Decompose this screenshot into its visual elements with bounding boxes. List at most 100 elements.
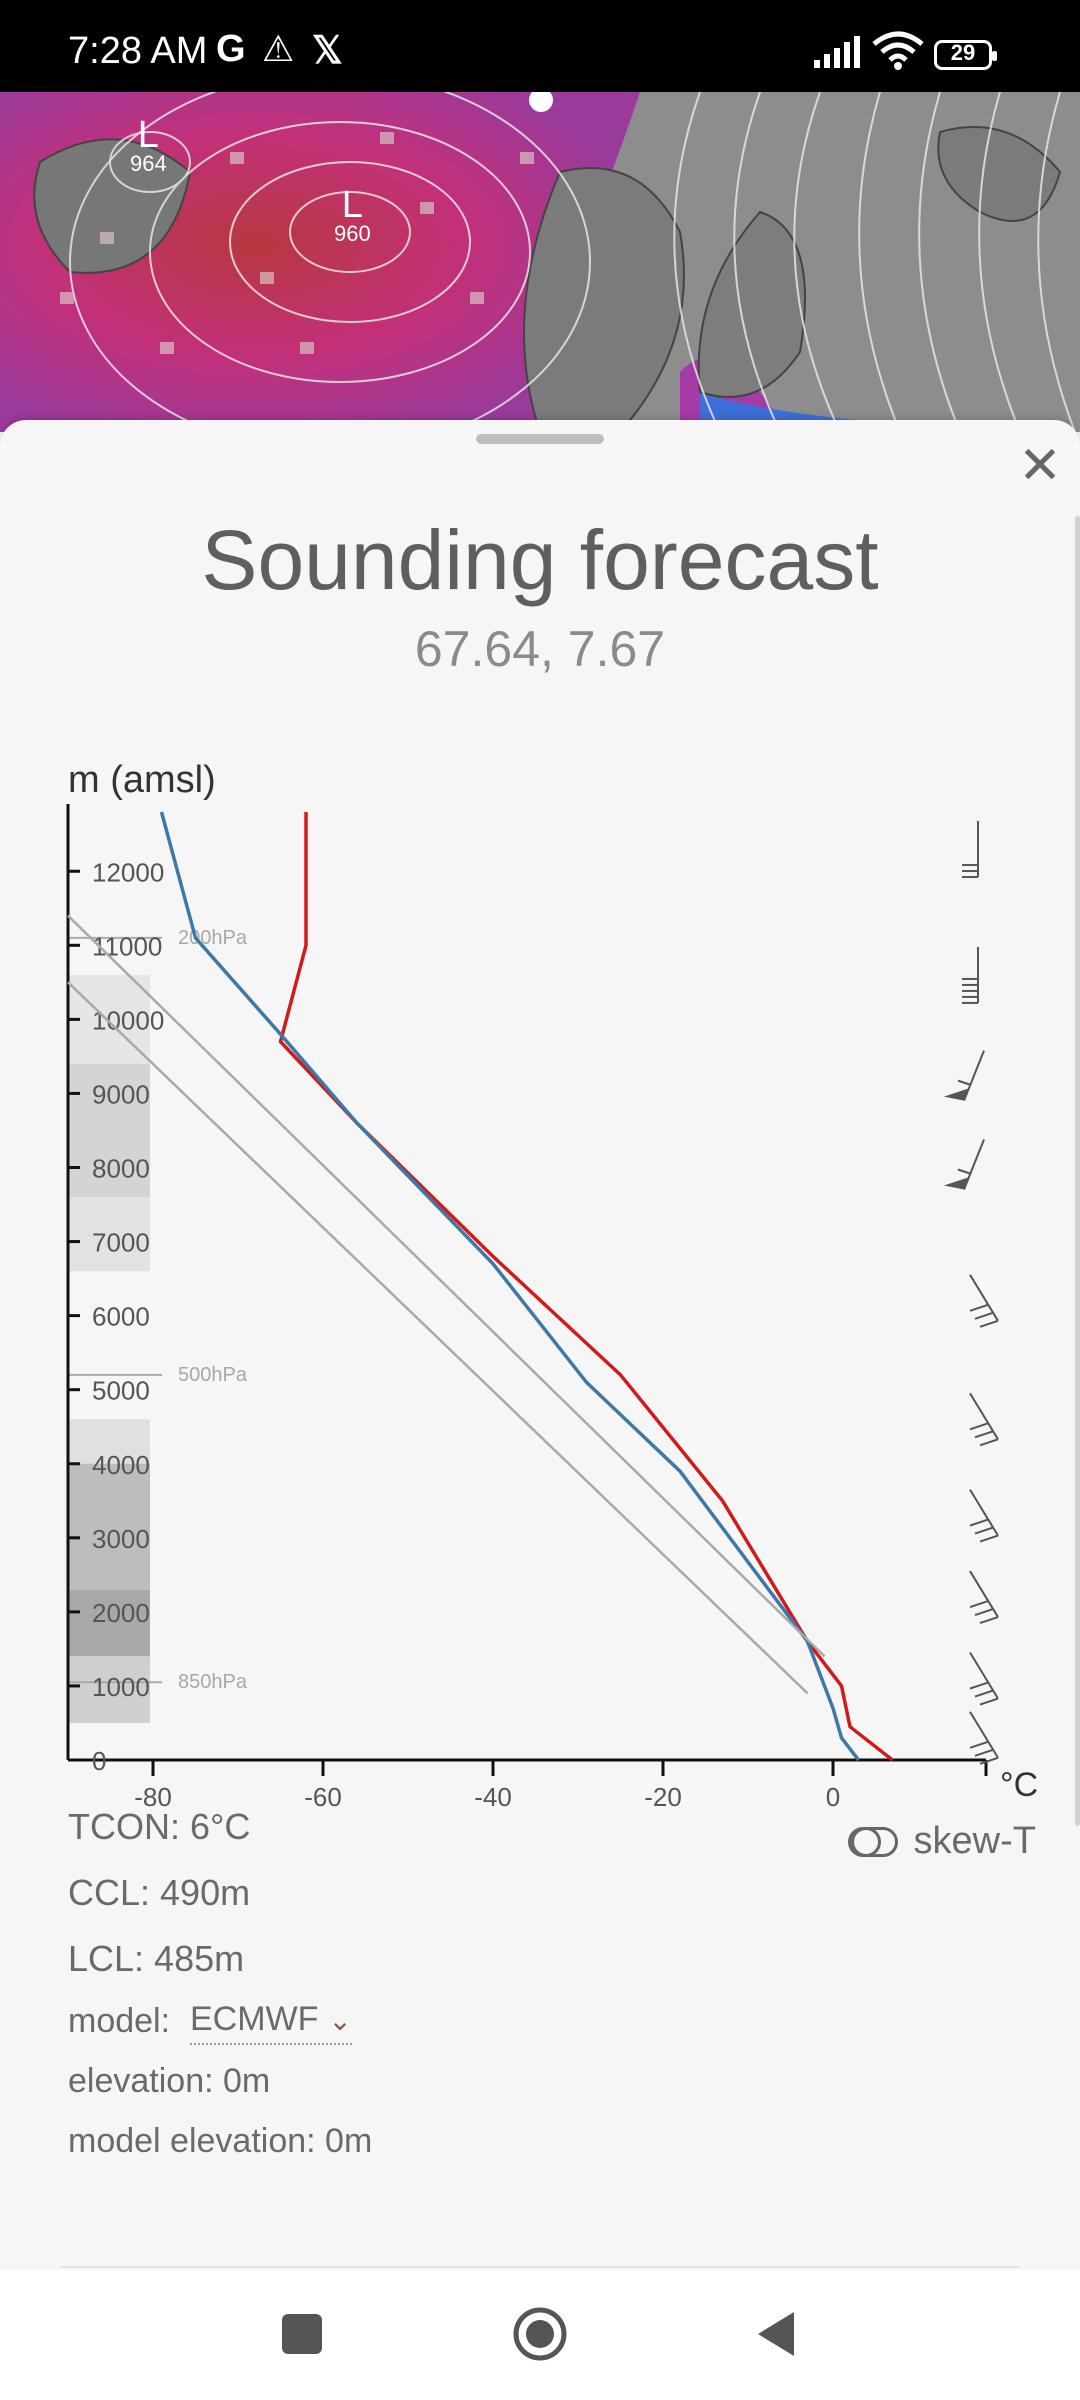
tcon-value: TCON: 6°C bbox=[68, 1806, 251, 1847]
wind-barb-staff bbox=[969, 1652, 999, 1700]
clock: 7:28 AM bbox=[68, 30, 208, 72]
scrollbar[interactable] bbox=[1075, 516, 1080, 1826]
pressure-level-label: 850hPa bbox=[178, 1671, 248, 1693]
battery-level: 29 bbox=[950, 40, 976, 65]
low-letter: L bbox=[137, 114, 159, 156]
wind-barb-staff bbox=[969, 1570, 999, 1618]
model-label: model: bbox=[68, 2002, 171, 2040]
x-icon: 𝕏 bbox=[312, 30, 343, 72]
chevron-down-icon: ⌄ bbox=[328, 2005, 352, 2036]
wind-barb-staff bbox=[969, 1489, 999, 1537]
y-tick-label: 11000 bbox=[92, 931, 162, 961]
sounding-sheet: ✕ Sounding forecast 67.64, 7.67 850hPa 50… bbox=[0, 420, 1080, 2270]
low-pressure-value: 960 bbox=[334, 221, 371, 246]
status-bar: 7:28 AM G ⚠ 𝕏 29 bbox=[0, 0, 1080, 92]
wind-barb-feather bbox=[974, 1689, 994, 1698]
y-tick-label: 7000 bbox=[92, 1228, 150, 1258]
page-title: Sounding forecast bbox=[201, 513, 879, 607]
wind-barb-staff bbox=[963, 1050, 985, 1101]
drag-handle[interactable] bbox=[476, 434, 604, 444]
wind-barb-feather bbox=[979, 1697, 999, 1706]
x-tick-label: 0 bbox=[826, 1782, 840, 1812]
y-tick-label: 4000 bbox=[92, 1450, 150, 1480]
weather-map[interactable]: L 964 L 960 bbox=[0, 92, 1080, 432]
cloud-layer-band bbox=[68, 1063, 150, 1198]
wind-barb-icon bbox=[969, 1489, 999, 1543]
wind-barb-feather bbox=[974, 1526, 994, 1535]
wind-barb-icon bbox=[944, 1050, 985, 1101]
wind-barb-feather bbox=[969, 1600, 989, 1609]
wind-barb-feather bbox=[974, 1608, 994, 1617]
wind-barb-feather bbox=[969, 1518, 989, 1527]
cloud-layer-band bbox=[68, 1463, 150, 1590]
cloud-layer-band bbox=[68, 1419, 150, 1464]
sounding-series-line bbox=[278, 812, 894, 1762]
wind-barb-pennant bbox=[944, 1088, 968, 1101]
skew-t-toggle[interactable]: skew-T bbox=[847, 1820, 1036, 1863]
x-tick-label: -80 bbox=[134, 1782, 172, 1812]
wind-barb-icon bbox=[962, 821, 979, 879]
battery-icon: 29 bbox=[934, 40, 997, 70]
close-icon[interactable]: ✕ bbox=[1018, 437, 1062, 495]
x-tick-label: -40 bbox=[474, 1782, 512, 1812]
pressure-level-label: 500hPa bbox=[178, 1364, 248, 1386]
y-tick-label: 3000 bbox=[92, 1524, 150, 1554]
wind-barb-feather bbox=[979, 1534, 999, 1543]
wind-barb-feather bbox=[969, 1740, 989, 1749]
y-tick-label: 8000 bbox=[92, 1154, 150, 1184]
wind-barb-feather bbox=[969, 1303, 989, 1312]
wind-barb-icon bbox=[969, 1711, 999, 1765]
elevation-value: elevation: 0m bbox=[68, 2062, 271, 2100]
model-dropdown[interactable]: ECMWF ⌄ bbox=[190, 2000, 352, 2045]
y-tick-label: 10000 bbox=[92, 1005, 164, 1035]
toggle-switch-icon[interactable] bbox=[847, 1826, 898, 1857]
low-pressure-value: 964 bbox=[130, 151, 167, 176]
cloud-layer-band bbox=[68, 1589, 150, 1657]
wind-barb-feather bbox=[957, 1079, 971, 1086]
wind-barb-staff bbox=[963, 1139, 985, 1190]
y-tick-label: 1000 bbox=[92, 1672, 150, 1702]
wind-barb-staff bbox=[969, 1711, 999, 1759]
wind-barb-icon bbox=[944, 1139, 985, 1190]
wind-barb-feather bbox=[979, 1756, 999, 1765]
wind-barb-feather bbox=[969, 1681, 989, 1690]
wind-barb-feather bbox=[974, 1430, 994, 1439]
wind-barb-feather bbox=[974, 1748, 994, 1757]
y-axis-label: m (amsl) bbox=[68, 759, 216, 801]
wind-barb-feather bbox=[979, 1438, 999, 1447]
wind-barb-icon bbox=[969, 1274, 999, 1328]
wind-barb-feather bbox=[979, 1319, 999, 1328]
low-letter: L bbox=[341, 184, 363, 226]
home-circle-icon[interactable] bbox=[512, 2306, 568, 2362]
wind-barb-icon bbox=[969, 1570, 999, 1625]
pressure-low-2: L 960 bbox=[334, 184, 371, 247]
wind-barb-staff bbox=[969, 1392, 999, 1440]
wind-barb-feather bbox=[979, 1616, 999, 1625]
model-selected-value: ECMWF bbox=[190, 2000, 319, 2038]
wind-barb-feather bbox=[957, 1168, 971, 1175]
ccl-value: CCL: 490m bbox=[68, 1872, 251, 1913]
wind-barb-feather bbox=[974, 1311, 994, 1320]
lcl-value: LCL: 485m bbox=[68, 1938, 245, 1979]
sounding-series-line bbox=[67, 981, 809, 1695]
warning-icon: ⚠ bbox=[262, 28, 295, 69]
wind-barb-icon bbox=[962, 946, 979, 1004]
y-tick-label: 5000 bbox=[92, 1376, 150, 1406]
navigation-bar bbox=[0, 2270, 1080, 2400]
recents-square-icon[interactable] bbox=[282, 2314, 322, 2354]
y-tick-label: 12000 bbox=[92, 857, 164, 887]
pressure-level-label: 200hPa bbox=[178, 927, 248, 949]
y-tick-label: 2000 bbox=[92, 1598, 150, 1628]
cloud-layer-band bbox=[68, 1656, 150, 1723]
sounding-chart: 850hPa 500hPa 200hPa 0 1000 2000 3000 4000 5000 6… bbox=[66, 759, 1038, 1812]
model-elevation-value: model elevation: 0m bbox=[68, 2122, 373, 2160]
back-triangle-icon[interactable] bbox=[756, 2310, 796, 2358]
x-axis-label: °C bbox=[1000, 1766, 1038, 1804]
wifi-icon bbox=[872, 31, 924, 70]
divider bbox=[60, 2266, 1020, 2268]
y-tick-label: 6000 bbox=[92, 1302, 150, 1332]
sounding-series-line bbox=[159, 811, 860, 1762]
y-tick-label: 0 bbox=[92, 1746, 106, 1776]
wind-barb-pennant bbox=[944, 1177, 968, 1190]
wind-barb-icon bbox=[969, 1392, 999, 1447]
